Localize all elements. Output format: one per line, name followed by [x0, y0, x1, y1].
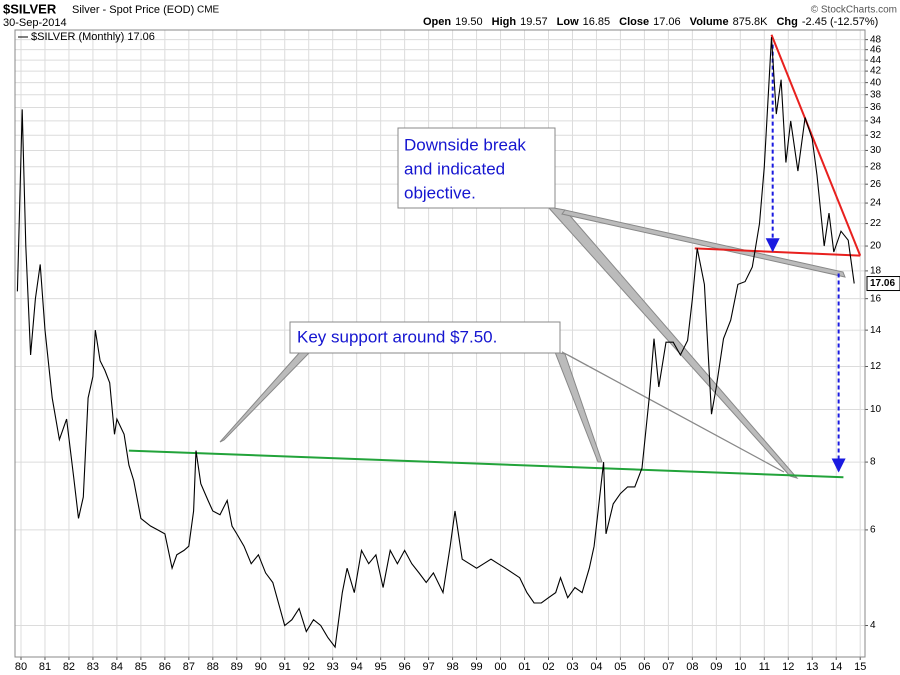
x-tick-label: 90 — [255, 661, 267, 673]
y-tick-label: 36 — [870, 102, 882, 113]
y-tick-label: 10 — [870, 404, 882, 415]
y-tick-label: 38 — [870, 89, 882, 100]
x-tick-label: 08 — [686, 661, 698, 673]
y-tick-label: 18 — [870, 266, 882, 277]
x-tick-label: 14 — [830, 661, 842, 673]
annotation: objective. — [404, 183, 476, 202]
legend: $SILVER (Monthly) 17.06 — [31, 31, 155, 43]
credit: © StockCharts.com — [811, 5, 897, 16]
last-value-box — [866, 276, 900, 292]
price-line — [16, 37, 855, 649]
y-tick-label: 6 — [870, 525, 876, 536]
trend-line — [128, 449, 844, 479]
x-tick-label: 12 — [782, 661, 794, 673]
stat-value: 19.57 — [520, 16, 548, 28]
x-tick-label: 87 — [183, 661, 195, 673]
x-tick-label: 92 — [303, 661, 315, 673]
y-tick-label: 46 — [870, 44, 882, 55]
stat-label: Low — [557, 16, 579, 28]
annotation: Key support around $7.50. — [297, 327, 497, 346]
y-tick-label: 24 — [870, 198, 882, 209]
stat-label: Chg — [776, 16, 797, 28]
x-tick-label: 01 — [518, 661, 530, 673]
y-tick-label: 32 — [870, 130, 882, 141]
x-tick-label: 98 — [446, 661, 458, 673]
x-tick-label: 09 — [710, 661, 722, 673]
stat-value: 16.85 — [583, 16, 611, 28]
y-tick-label: 4 — [870, 620, 876, 631]
x-tick-label: 11 — [759, 661, 770, 673]
x-tick-label: 84 — [111, 661, 123, 673]
trend-line — [770, 34, 862, 257]
x-tick-label: 89 — [231, 661, 243, 673]
y-tick-label: 30 — [870, 145, 882, 156]
x-tick-label: 03 — [566, 661, 578, 673]
last-value: 17.06 — [870, 278, 895, 289]
y-tick-label: 40 — [870, 77, 882, 88]
stat-label: Volume — [690, 16, 729, 28]
x-tick-label: 00 — [494, 661, 506, 673]
stat-value: -2.45 (-12.57%) — [802, 16, 878, 28]
y-tick-label: 16 — [870, 293, 882, 304]
x-tick-label: 06 — [638, 661, 650, 673]
grid: 4681012141618202224262830323436384042444… — [15, 30, 882, 673]
y-tick-label: 48 — [870, 34, 882, 45]
y-tick-label: 14 — [870, 325, 882, 336]
x-tick-label: 86 — [159, 661, 171, 673]
marks: 17.06 — [16, 34, 900, 649]
x-tick-label: 95 — [375, 661, 387, 673]
date: 30-Sep-2014 — [3, 17, 67, 29]
exchange: CME — [197, 5, 220, 16]
x-tick-label: 15 — [854, 661, 866, 673]
x-tick-label: 13 — [806, 661, 818, 673]
y-tick-label: 44 — [870, 55, 882, 66]
x-tick-label: 91 — [279, 661, 291, 673]
plot-frame — [14, 29, 866, 658]
stat-value: 19.50 — [455, 16, 483, 28]
x-tick-label: 93 — [327, 661, 339, 673]
description: Silver - Spot Price (EOD) — [72, 4, 194, 16]
callout-pointer — [561, 351, 785, 473]
x-tick-label: 88 — [207, 661, 219, 673]
stat-value: 875.8K — [733, 16, 769, 28]
x-tick-label: 07 — [662, 661, 674, 673]
x-tick-label: 96 — [399, 661, 411, 673]
x-tick-label: 99 — [470, 661, 482, 673]
stat-label: Open — [423, 16, 451, 28]
x-tick-label: 83 — [87, 661, 99, 673]
x-tick-label: 04 — [590, 661, 602, 673]
x-tick-label: 80 — [15, 661, 27, 673]
y-tick-label: 26 — [870, 179, 882, 190]
symbol: $SILVER — [3, 1, 57, 16]
callout-box — [289, 321, 561, 354]
x-tick-label: 97 — [422, 661, 434, 673]
x-tick-label: 94 — [351, 661, 363, 673]
x-tick-label: 10 — [734, 661, 746, 673]
callout-pointer — [554, 351, 603, 463]
x-tick-label: 82 — [63, 661, 75, 673]
x-tick-label: 02 — [542, 661, 554, 673]
y-tick-label: 28 — [870, 161, 882, 172]
stats: Open 19.50 High 19.57 Low 16.85 Close 17.06 Volu… — [423, 16, 878, 28]
stat-value: 17.06 — [653, 16, 681, 28]
callout-box — [397, 127, 556, 209]
y-tick-label: 22 — [870, 218, 882, 229]
y-tick-label: 20 — [870, 241, 882, 252]
annotation: Downside break — [404, 135, 526, 154]
x-tick-label: 81 — [39, 661, 51, 673]
y-tick-label: 42 — [870, 66, 882, 77]
stat-label: Close — [619, 16, 649, 28]
stat-label: High — [492, 16, 517, 28]
x-tick-label: 85 — [135, 661, 147, 673]
y-tick-label: 34 — [870, 116, 882, 127]
y-tick-label: 8 — [870, 457, 876, 468]
x-tick-label: 05 — [614, 661, 626, 673]
annotation: and indicated — [404, 159, 505, 178]
y-tick-label: 12 — [870, 361, 882, 372]
